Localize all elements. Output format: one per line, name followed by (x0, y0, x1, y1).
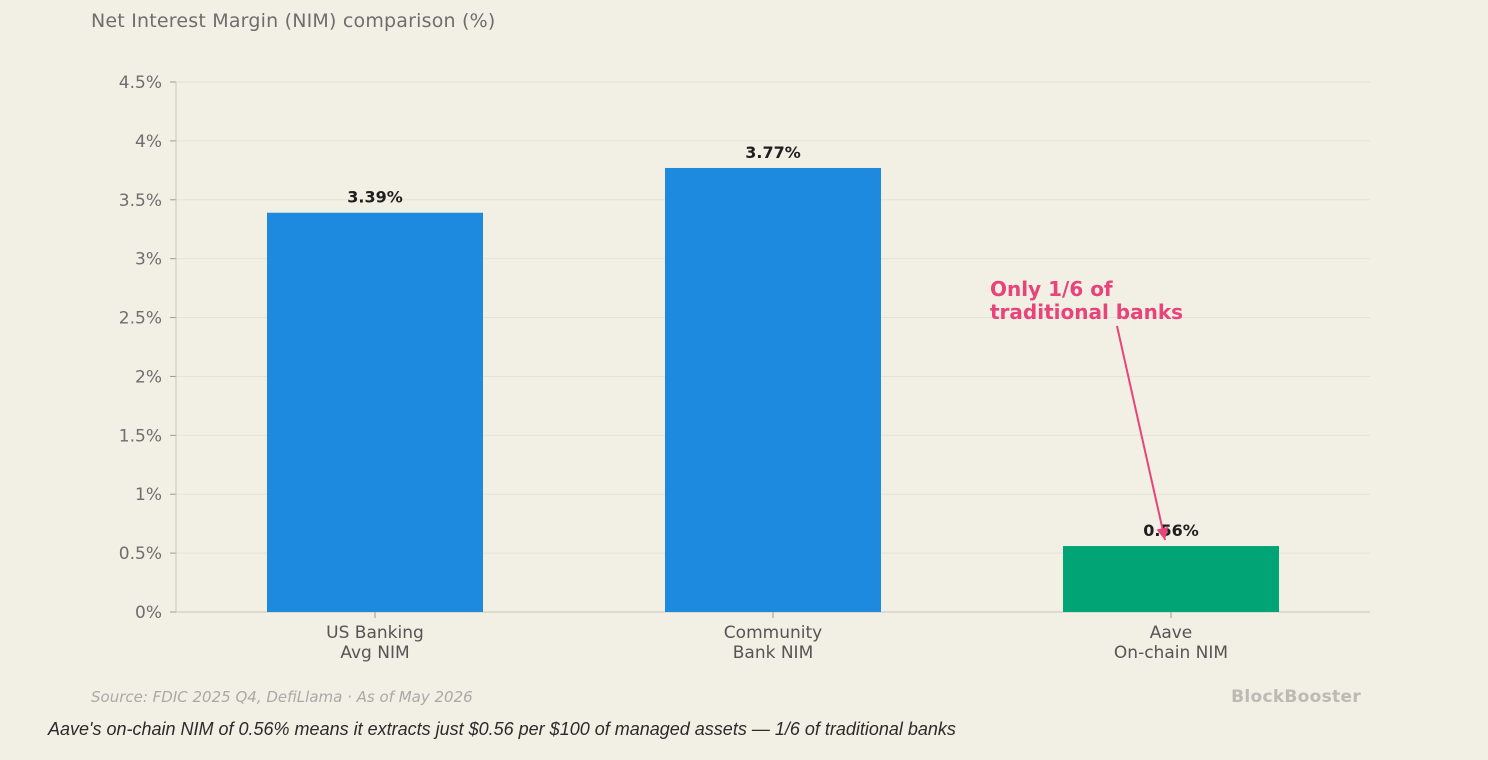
source-note: Source: FDIC 2025 Q4, DefiLlama · As of … (91, 688, 473, 706)
annotation-text: traditional banks (990, 300, 1183, 324)
annotation-text: Only 1/6 of (990, 277, 1113, 301)
bar-value-label: 3.39% (347, 188, 403, 207)
x-tick-label: Bank NIM (733, 643, 814, 663)
y-tick-label: 3% (135, 250, 162, 270)
bar-2 (665, 167, 881, 612)
figure-caption: Aave's on-chain NIM of 0.56% means it ex… (48, 719, 956, 739)
brand-watermark: BlockBooster (1231, 687, 1361, 707)
y-tick-label: 0.5% (119, 544, 162, 564)
y-tick-label: 1% (135, 485, 162, 505)
x-tick-label: US Banking (326, 623, 424, 643)
y-tick-label: 0% (135, 603, 162, 623)
annotation-arrow-head (1156, 527, 1169, 541)
y-tick-label: 4.5% (119, 73, 162, 93)
y-tick-label: 3.5% (119, 191, 162, 211)
chart-subtitle: Net Interest Margin (NIM) comparison (%) (91, 10, 496, 32)
x-tick-label: Community (724, 623, 822, 643)
x-tick-label: Aave (1150, 623, 1193, 643)
bar-3 (1063, 546, 1279, 612)
y-tick-label: 4% (135, 132, 162, 152)
y-tick-label: 2% (135, 367, 162, 387)
bar-value-label: 3.77% (745, 143, 801, 162)
annotation-arrow-line (1116, 325, 1166, 541)
x-tick-label: On-chain NIM (1114, 643, 1228, 663)
x-tick-label: Avg NIM (340, 643, 409, 663)
nim-bar-chart: 0% 0.5% 1% 1.5% 2% 2.5% 3% 3.5% 4% 4.5% 3.39% US Ba… (119, 73, 1370, 663)
bar-value-label: 0.56% (1143, 521, 1199, 540)
y-tick-label: 2.5% (119, 309, 162, 329)
bar-1 (267, 212, 483, 612)
y-tick-label: 1.5% (119, 426, 162, 446)
